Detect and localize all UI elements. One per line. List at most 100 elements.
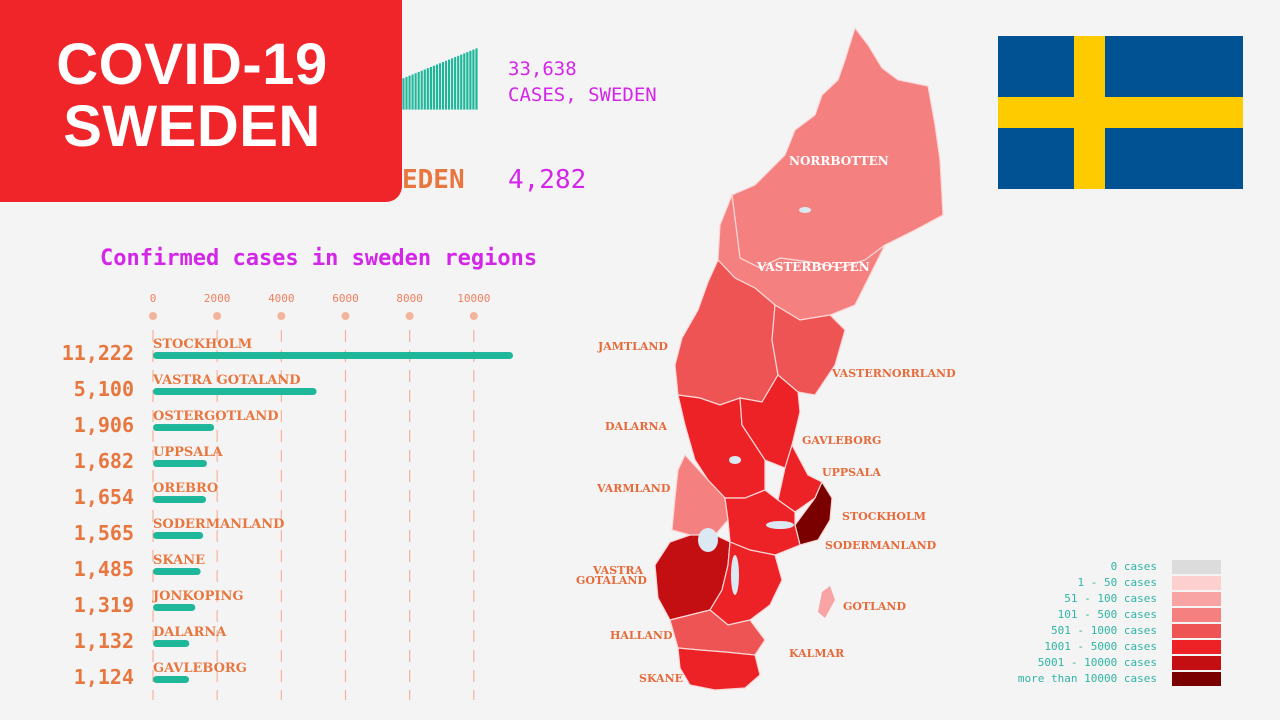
x-tick-dot: [405, 312, 414, 320]
map-label-gotland: GOTLAND: [843, 600, 906, 613]
map-label-gavleborg: GAVLEBORG: [802, 434, 881, 447]
map-legend: 0 cases 1 - 50 cases 51 - 100 cases 101 - 5…: [1018, 560, 1221, 686]
mini-bar: [413, 72, 418, 110]
mini-bar: [431, 64, 436, 110]
x-tick-label: 2000: [204, 292, 231, 305]
bar: [153, 676, 190, 683]
region-norrbotten: [731, 26, 944, 269]
x-tick-label: 4000: [268, 292, 295, 305]
mini-bar: [465, 51, 470, 110]
region-vasternorrland: [771, 303, 846, 396]
map-label-dalarna: DALARNA: [605, 420, 668, 433]
x-tick-dot: [469, 312, 478, 320]
mini-bar: [425, 67, 430, 110]
map-label-sodermanland: SODERMANLAND: [825, 539, 937, 552]
bar-category-label: JONKOPING: [152, 589, 243, 604]
bar: [153, 604, 196, 611]
mini-bar: [453, 56, 458, 110]
legend-swatch: [1172, 608, 1221, 622]
bar: [153, 424, 215, 431]
chart-title: Confirmed cases in sweden regions: [100, 246, 538, 271]
legend-label: 1 - 50 cases: [1078, 576, 1157, 589]
legend-label: 1001 - 5000 cases: [1044, 640, 1157, 653]
legend-label: more than 10000 cases: [1018, 672, 1157, 685]
map-label-jamtland: JAMTLAND: [597, 340, 668, 353]
deaths-value: 4,282: [508, 165, 587, 195]
bar-value-label: 1,319: [74, 593, 134, 617]
map-label-varmland: VARMLAND: [596, 482, 671, 495]
x-tick-label: 6000: [332, 292, 359, 305]
map-label-gotaland: GOTALAND: [576, 574, 647, 587]
mini-bar: [438, 62, 442, 110]
total-cases-block: 33,638 CASES, SWEDEN: [508, 56, 657, 108]
regions-bar-chart: 0 2000 4000 6000 8000 10000 11,222 STOCKHOLM 5,1…: [62, 292, 513, 700]
total-cases-label: CASES, SWEDEN: [508, 84, 657, 106]
mini-bar: [402, 77, 406, 110]
bar-category-label: UPPSALA: [153, 445, 224, 460]
legend-swatch: [1172, 672, 1221, 686]
bar-value-label: 1,906: [74, 413, 134, 437]
map-label-kalmar: KALMAR: [789, 647, 845, 660]
deaths-label: EDEN: [402, 165, 465, 195]
mini-bar: [422, 68, 427, 110]
mini-bar: [471, 48, 476, 110]
mini-bar: [435, 63, 439, 110]
region-skane: [677, 647, 761, 691]
sweden-map: NORRBOTTEN VASTERBOTTEN JAMTLAND VASTERN…: [576, 26, 956, 691]
x-tick-label: 10000: [457, 292, 490, 305]
map-label-uppsala: UPPSALA: [822, 466, 881, 479]
bar-value-label: 1,654: [74, 485, 134, 509]
legend-swatch: [1172, 656, 1221, 670]
bar: [153, 388, 317, 395]
bar-value-label: 1,132: [74, 629, 134, 653]
map-label-skane: SKANE: [639, 672, 683, 685]
bar-category-label: OSTERGOTLAND: [153, 409, 279, 424]
x-tick-dot: [213, 312, 222, 320]
bar: [153, 532, 204, 539]
bar-category-label: DALARNA: [153, 625, 227, 640]
lake-vanern: [698, 528, 718, 552]
sweden-flag: [998, 36, 1243, 189]
mini-bar: [419, 69, 424, 110]
x-tick-label: 8000: [396, 292, 423, 305]
bar-value-label: 5,100: [74, 377, 134, 401]
bar-value-label: 1,565: [74, 521, 134, 545]
flag-cross-horizontal: [998, 97, 1243, 128]
legend-label: 5001 - 10000 cases: [1038, 656, 1157, 669]
map-label-halland: HALLAND: [610, 629, 673, 642]
region-gotland: [818, 586, 835, 618]
x-tick-dot: [149, 312, 157, 320]
map-label-vasterbotten: VASTERBOTTEN: [756, 260, 870, 274]
mini-bar: [462, 52, 467, 110]
lake-vattern: [731, 555, 739, 595]
x-tick-label: 0: [150, 292, 157, 305]
bar-category-label: STOCKHOLM: [153, 337, 252, 352]
bar: [153, 640, 190, 647]
legend-label: 0 cases: [1111, 560, 1157, 573]
legend-label: 501 - 1000 cases: [1051, 624, 1157, 637]
lake-malaren: [766, 521, 794, 529]
bar-value-label: 1,485: [74, 557, 134, 581]
banner-line-1: COVID-19: [56, 32, 328, 97]
legend-label: 101 - 500 cases: [1058, 608, 1157, 621]
x-tick-dot: [341, 312, 350, 320]
mini-bar: [407, 74, 412, 110]
bar-value-label: 1,124: [74, 665, 134, 689]
mini-bar: [456, 55, 461, 110]
legend-swatch: [1172, 624, 1221, 638]
banner-title: COVID-19 SWEDEN: [0, 34, 384, 158]
mini-bar: [447, 58, 452, 110]
map-label-stockholm: STOCKHOLM: [842, 510, 926, 523]
bar-category-label: GAVLEBORG: [153, 661, 247, 676]
mini-bar: [428, 66, 433, 110]
total-cases-value: 33,638: [508, 58, 577, 80]
bar-value-label: 1,682: [74, 449, 134, 473]
legend-swatch: [1172, 560, 1221, 574]
bar: [153, 496, 207, 503]
map-label-vastra: VASTRA: [592, 564, 643, 577]
mini-bar: [468, 50, 473, 110]
lake-siljan: [729, 456, 741, 464]
mini-bar: [410, 73, 415, 110]
mini-bar: [459, 53, 464, 110]
bar-value-label: 11,222: [62, 341, 134, 365]
